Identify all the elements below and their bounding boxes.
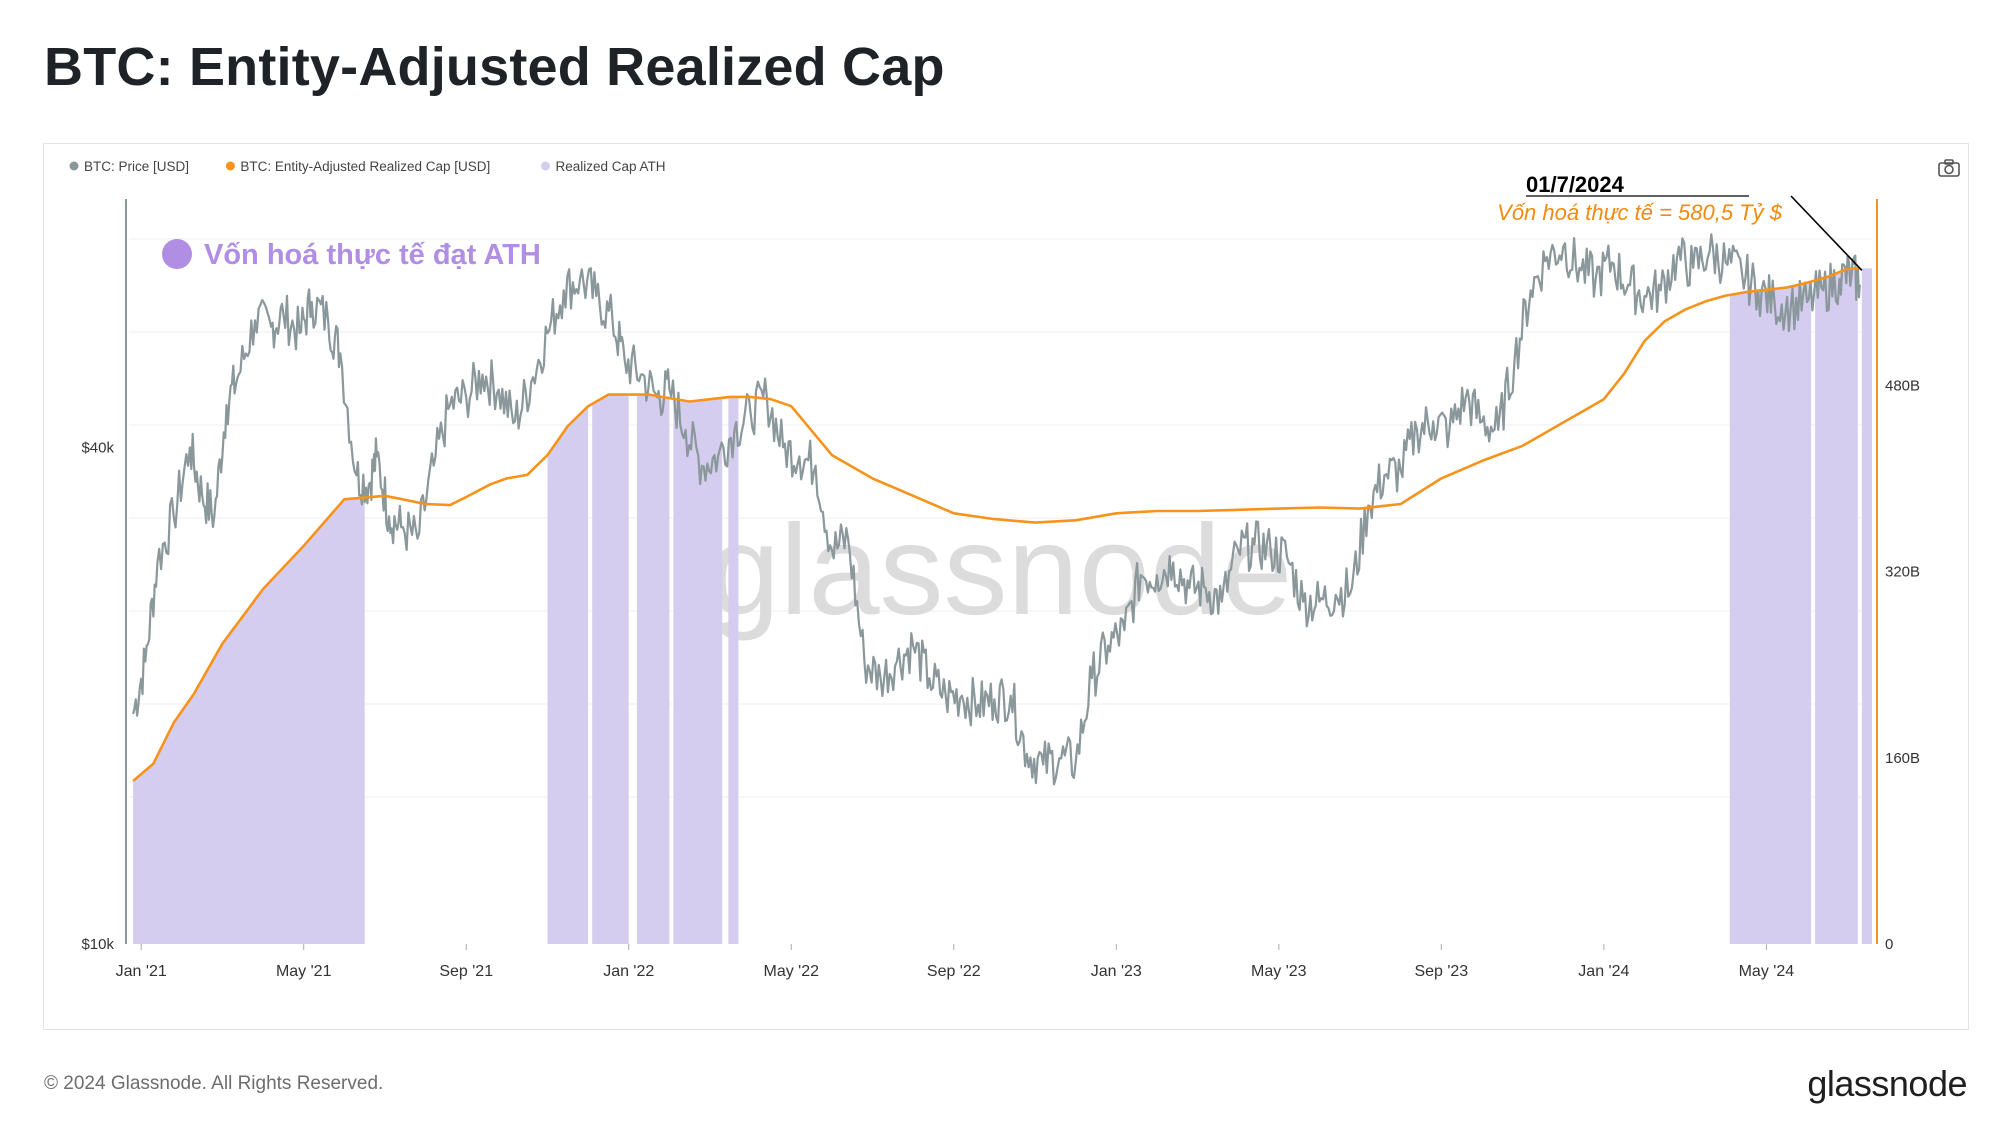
ath-region-0 [133, 497, 365, 944]
left-tick-label: $40k [81, 439, 114, 456]
legend-label: BTC: Price [USD] [84, 159, 189, 174]
annotation-bullet [162, 239, 192, 269]
page-title: BTC: Entity-Adjusted Realized Cap [44, 37, 945, 97]
x-tick-label: Jan '23 [1091, 963, 1142, 980]
watermark-text: glassnode [709, 499, 1293, 642]
x-tick-label: May '24 [1739, 963, 1795, 980]
ath-region-8 [1861, 268, 1872, 944]
legend-item-1[interactable]: BTC: Entity-Adjusted Realized Cap [USD] [225, 159, 490, 174]
realized-cap-series-line [132, 267, 1860, 782]
legend-item-0[interactable]: BTC: Price [USD] [69, 159, 190, 174]
x-tick-label: Jan '22 [603, 963, 654, 980]
legend-marker [225, 161, 235, 171]
annotation-pointer-line [1790, 195, 1863, 271]
legend-label: Realized Cap ATH [556, 159, 666, 174]
x-tick-label: Sep '22 [927, 963, 981, 980]
left-tick-label: $10k [81, 936, 114, 953]
annotation-ath-note: Vốn hoá thực tế đạt ATH [204, 239, 541, 271]
right-tick-label: 0 [1885, 936, 1893, 953]
right-tick-label: 480B [1885, 377, 1920, 394]
legend-label: BTC: Entity-Adjusted Realized Cap [USD] [240, 159, 490, 174]
x-tick-label: May '23 [1251, 963, 1307, 980]
annotation-date-label: 01/7/2024 [1526, 172, 1625, 197]
annotation-value-label: Vốn hoá thực tế = 580,5 Tỷ $ [1497, 200, 1783, 225]
x-tick-label: Jan '21 [116, 963, 167, 980]
legend-item-2[interactable]: Realized Cap ATH [541, 159, 666, 174]
footer-logo: glassnode [1807, 1063, 1967, 1104]
ath-region-5 [728, 396, 739, 944]
right-tick-label: 160B [1885, 750, 1920, 767]
x-tick-label: May '21 [276, 963, 332, 980]
ath-region-3 [636, 394, 670, 945]
x-tick-label: Jan '24 [1578, 963, 1629, 980]
footer-copyright: © 2024 Glassnode. All Rights Reserved. [44, 1073, 384, 1094]
x-tick-label: May '22 [763, 963, 819, 980]
price-series-line [132, 233, 1861, 786]
chart-svg: glassnode $10k $40k 0 160B 320B 480B Jan '21 Ma… [69, 159, 1920, 980]
right-tick-label: 320B [1885, 564, 1920, 581]
ath-region-4 [673, 397, 723, 944]
legend-marker [69, 161, 79, 171]
x-tick-label: Sep '21 [439, 963, 493, 980]
camera-icon[interactable] [1938, 159, 1960, 177]
legend-marker [541, 161, 550, 171]
ath-region-1 [547, 406, 589, 944]
x-tick-label: Sep '23 [1414, 963, 1468, 980]
ath-region-6 [1729, 281, 1812, 945]
ath-region-2 [592, 394, 629, 945]
ath-region-7 [1815, 268, 1858, 944]
chart-frame: glassnode $10k $40k 0 160B 320B 480B Jan '21 Ma… [43, 143, 1969, 1030]
